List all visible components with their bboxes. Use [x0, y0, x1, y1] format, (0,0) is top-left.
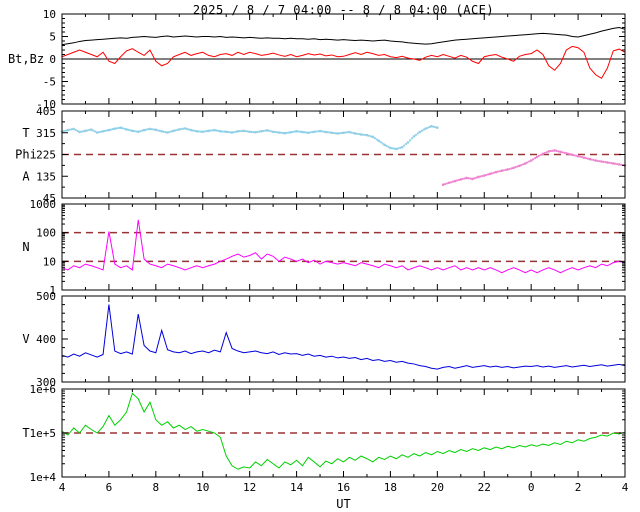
svg-text:0: 0	[49, 53, 56, 66]
svg-text:0: 0	[528, 481, 535, 494]
svg-text:Phi: Phi	[15, 148, 37, 162]
svg-text:1e+6: 1e+6	[30, 383, 57, 396]
svg-text:1000: 1000	[30, 198, 57, 211]
svg-text:N: N	[22, 240, 29, 254]
svg-text:Bt,Bz: Bt,Bz	[8, 52, 44, 66]
svg-text:135: 135	[36, 170, 56, 183]
svg-text:2: 2	[575, 481, 582, 494]
svg-text:-5: -5	[43, 76, 56, 89]
svg-text:1e+4: 1e+4	[30, 471, 57, 484]
svg-text:T: T	[22, 426, 29, 440]
svg-text:16: 16	[337, 481, 350, 494]
svg-text:8: 8	[153, 481, 160, 494]
svg-text:14: 14	[290, 481, 304, 494]
svg-text:A: A	[22, 169, 30, 183]
svg-text:405: 405	[36, 105, 56, 118]
svg-text:315: 315	[36, 127, 56, 140]
svg-text:10: 10	[43, 8, 56, 21]
svg-text:1: 1	[49, 284, 56, 297]
svg-text:225: 225	[36, 149, 56, 162]
svg-text:6: 6	[106, 481, 113, 494]
svg-text:-10: -10	[36, 98, 56, 111]
svg-text:300: 300	[36, 376, 56, 389]
svg-text:500: 500	[36, 290, 56, 303]
svg-text:T: T	[22, 126, 29, 140]
svg-text:V: V	[22, 332, 29, 346]
svg-text:18: 18	[384, 481, 397, 494]
svg-text:10: 10	[196, 481, 209, 494]
svg-text:100: 100	[36, 227, 56, 240]
svg-text:400: 400	[36, 333, 56, 346]
svg-text:20: 20	[431, 481, 444, 494]
svg-text:5: 5	[49, 31, 56, 44]
svg-text:22: 22	[478, 481, 491, 494]
svg-text:10: 10	[43, 255, 56, 268]
svg-text:45: 45	[43, 192, 56, 205]
svg-text:4: 4	[59, 481, 66, 494]
svg-text:12: 12	[243, 481, 256, 494]
svg-text:4: 4	[622, 481, 629, 494]
svg-text:1e+5: 1e+5	[30, 427, 57, 440]
x-axis-label: UT	[336, 497, 351, 511]
